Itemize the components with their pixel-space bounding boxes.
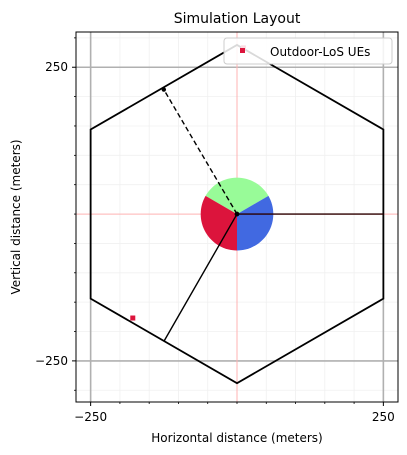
x-tick-label: 250: [372, 410, 395, 424]
x-tick-label: −250: [74, 410, 107, 424]
x-axis-ticks: −250 250: [74, 402, 395, 424]
y-tick-label: 250: [45, 60, 68, 74]
y-tick-label: −250: [35, 354, 68, 368]
legend-marker: [240, 48, 245, 53]
plot-area: [76, 32, 398, 402]
x-axis-label: Horizontal distance (meters): [151, 431, 322, 445]
base-station-marker: [235, 212, 240, 217]
boundary-line-lower-left: [164, 214, 237, 341]
ue-point-lower-left: [130, 316, 135, 321]
dashed-line-end-marker: [162, 87, 166, 91]
y-axis-label: Vertical distance (meters): [9, 139, 23, 294]
chart-title: Simulation Layout: [174, 11, 301, 27]
legend-entry-outdoor-los-ues: Outdoor-LoS UEs: [270, 45, 370, 59]
legend: Outdoor-LoS UEs: [224, 38, 392, 64]
y-axis-ticks: 250 −250: [35, 38, 76, 390]
